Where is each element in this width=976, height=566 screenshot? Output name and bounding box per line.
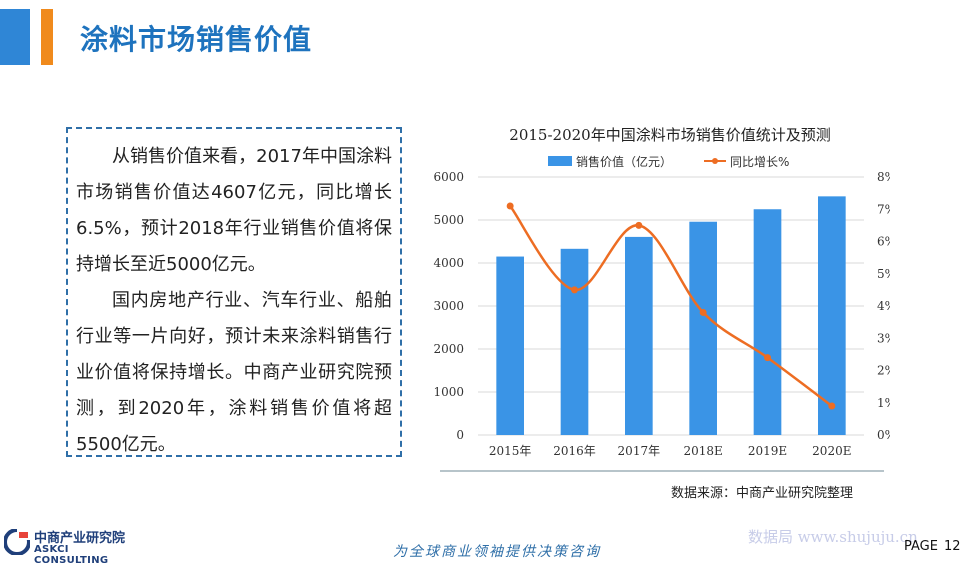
y-left-tick-label: 1000 <box>433 385 464 399</box>
y-right-tick-label: 4% <box>877 299 890 313</box>
growth-point <box>764 354 771 362</box>
y-right-tick-label: 7% <box>877 202 890 216</box>
y-right-tick-label: 6% <box>877 235 890 249</box>
description-paragraph-1: 从销售价值来看，2017年中国涂料市场销售价值达4607亿元，同比增长6.5%，… <box>76 146 392 275</box>
x-tick-label: 2017年 <box>618 444 661 458</box>
page-title: 涂料市场销售价值 <box>80 23 313 56</box>
logo-mark-icon <box>4 529 30 555</box>
legend-bar-swatch <box>548 156 572 166</box>
chart-title: 2015-2020年中国涂料市场销售价值统计及预测 <box>509 126 830 144</box>
bar <box>689 221 717 435</box>
header-accent-blue <box>0 9 30 65</box>
bar <box>496 256 524 435</box>
y-left-tick-label: 6000 <box>433 170 464 184</box>
y-left-tick-label: 4000 <box>433 256 464 270</box>
grid-layer <box>478 176 864 436</box>
y-left-tick-label: 2000 <box>433 342 464 356</box>
y-left-tick-label: 5000 <box>433 213 464 227</box>
y-right-tick-label: 8% <box>877 170 890 184</box>
bar <box>625 236 653 435</box>
bar <box>560 248 589 435</box>
x-tick-label: 2020E <box>812 444 851 458</box>
y-right-tick-label: 5% <box>877 267 890 281</box>
growth-point <box>635 221 643 229</box>
header-accent-orange <box>41 9 53 65</box>
x-tick-label: 2015年 <box>489 444 532 458</box>
bar <box>753 209 782 435</box>
y-left-tick-label: 0 <box>456 428 464 442</box>
y-right-tick-label: 3% <box>877 331 890 345</box>
line-layer <box>506 202 836 410</box>
growth-point <box>699 308 707 316</box>
legend-line-label: 同比增长% <box>730 155 789 169</box>
x-tick-label: 2018E <box>684 444 723 458</box>
chart-svg: 2015-2020年中国涂料市场销售价值统计及预测 销售价值（亿元） 同比增长%… <box>433 126 896 472</box>
bar-layer <box>496 196 846 435</box>
x-tick-label: 2016年 <box>553 444 596 458</box>
data-source-note: 数据来源：中商产业研究院整理 <box>671 486 854 501</box>
description-paragraph-2: 国内房地产行业、汽车行业、船舶行业等一片向好，预计未来涂料销售行业价值将保持增长… <box>76 290 392 455</box>
legend-bar-label: 销售价值（亿元） <box>576 154 672 169</box>
y-left-tick-label: 3000 <box>433 299 464 313</box>
page-label: PAGE <box>904 539 938 554</box>
logo-english-name: ASKCI CONSULTING <box>34 544 109 566</box>
company-logo: 中商产业研究院 ASKCI CONSULTING <box>4 527 144 566</box>
y-right-tick-label: 2% <box>877 364 890 378</box>
watermark: 数据局 www.shujuju.cn <box>748 528 918 546</box>
legend-line-marker <box>712 158 718 164</box>
sales-chart: 2015-2020年中国涂料市场销售价值统计及预测 销售价值（亿元） 同比增长%… <box>420 118 896 503</box>
growth-point <box>506 202 514 210</box>
description-box: 从销售价值来看，2017年中国涂料市场销售价值达4607亿元，同比增长6.5%，… <box>66 127 402 457</box>
logo-chinese-name: 中商产业研究院 <box>34 531 126 546</box>
footer-slogan: 为全球商业领袖提供决策咨询 <box>393 544 601 560</box>
bar <box>818 196 846 435</box>
page-number: 12 <box>944 539 961 554</box>
growth-point <box>828 402 836 410</box>
y-right-tick-label: 0% <box>877 428 890 442</box>
growth-point <box>571 286 578 294</box>
x-tick-label: 2019E <box>748 444 787 458</box>
y-right-tick-label: 1% <box>877 396 890 410</box>
